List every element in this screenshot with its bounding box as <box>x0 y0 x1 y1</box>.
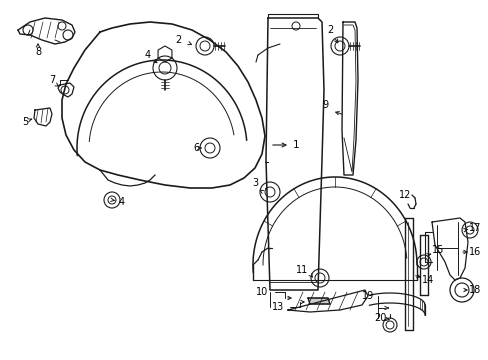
Text: 1: 1 <box>292 140 299 150</box>
Text: 20: 20 <box>373 313 386 323</box>
Text: 14: 14 <box>421 275 433 285</box>
Text: 12: 12 <box>398 190 410 200</box>
Text: 15: 15 <box>431 245 443 255</box>
Text: 19: 19 <box>361 291 373 301</box>
Text: 4: 4 <box>144 50 151 60</box>
Text: 10: 10 <box>255 287 267 297</box>
Polygon shape <box>307 298 329 304</box>
Text: 7: 7 <box>49 75 55 85</box>
Text: 17: 17 <box>468 223 480 233</box>
Text: 3: 3 <box>251 178 258 188</box>
Text: 16: 16 <box>468 247 480 257</box>
Text: 2: 2 <box>326 25 332 35</box>
Text: 4: 4 <box>119 197 125 207</box>
Text: 18: 18 <box>468 285 480 295</box>
Text: 8: 8 <box>35 47 41 57</box>
Text: 11: 11 <box>295 265 307 275</box>
Text: 9: 9 <box>321 100 327 110</box>
Text: 2: 2 <box>175 35 181 45</box>
Text: 5: 5 <box>22 117 28 127</box>
Text: 6: 6 <box>193 143 199 153</box>
Text: 13: 13 <box>271 302 284 312</box>
